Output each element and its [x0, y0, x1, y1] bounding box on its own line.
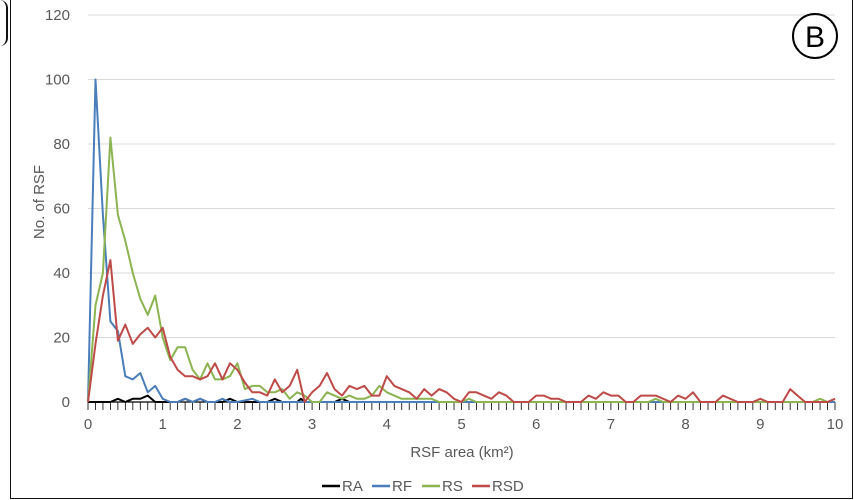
x-tick-label: 4: [383, 416, 391, 433]
legend: RA RF RS RSD: [322, 478, 524, 495]
series-line-rsd: [87, 259, 836, 403]
x-axis-tick-labels: 0 1 2 3 4 5 6 7 8 9 10: [84, 416, 844, 433]
x-tick-label: 0: [84, 416, 92, 433]
x-tick-label: 6: [532, 416, 540, 433]
x-tick-label: 3: [308, 416, 316, 433]
x-axis-title: RSF area (km²): [410, 444, 513, 461]
x-tick-label: 10: [827, 416, 844, 433]
x-tick-label: 7: [607, 416, 615, 433]
x-tick-label: 8: [681, 416, 689, 433]
series-line-rf: [87, 78, 835, 403]
x-axis: [87, 401, 836, 410]
y-tick-label: 80: [53, 136, 70, 153]
y-axis-title: No. of RSF: [31, 165, 48, 239]
y-tick-label: 0: [62, 394, 70, 411]
y-tick-label: 20: [53, 330, 70, 347]
y-tick-label: 120: [45, 7, 70, 24]
panel-label-badge: B: [792, 13, 838, 59]
y-tick-label: 40: [53, 265, 70, 282]
figure-frame: [10, 0, 853, 499]
y-tick-label: 100: [45, 72, 70, 89]
x-tick-label: 1: [159, 416, 167, 433]
legend-label-ra: RA: [342, 478, 363, 495]
series-lines: [87, 78, 836, 403]
series-line-rs: [87, 136, 836, 403]
legend-label-rf: RF: [392, 478, 412, 495]
gridlines: [88, 14, 835, 338]
y-tick-label: 60: [53, 201, 70, 218]
y-axis-tick-labels: 0 20 40 60 80 100 120: [45, 7, 70, 411]
x-tick-label: 2: [233, 416, 241, 433]
legend-label-rsd: RSD: [492, 478, 524, 495]
x-tick-label: 9: [756, 416, 764, 433]
legend-label-rs: RS: [442, 478, 463, 495]
x-tick-label: 5: [457, 416, 465, 433]
panel-label-circle: [792, 13, 838, 59]
panel-label: B: [805, 21, 825, 54]
adjacent-panel-fragment: [0, 0, 8, 46]
